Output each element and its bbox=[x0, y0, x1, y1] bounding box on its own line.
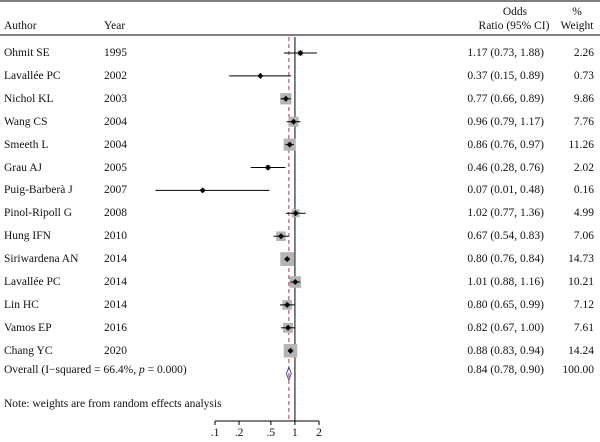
x-tick-label: 2 bbox=[316, 427, 322, 439]
overall-weight: 100.00 bbox=[562, 364, 594, 376]
study-author: Nichol KL bbox=[4, 92, 54, 105]
study-author: Siriwardena AN bbox=[4, 253, 79, 266]
study-author: Smeeth L bbox=[4, 138, 49, 151]
overall-label-prefix: Overall (I−squared = 66.4%, bbox=[4, 364, 139, 376]
point-estimate bbox=[282, 95, 289, 102]
study-ci: 0.88 (0.83, 0.94) bbox=[467, 344, 544, 357]
point-estimate bbox=[292, 210, 299, 217]
study-author: Lin HC bbox=[4, 298, 39, 311]
point-estimate bbox=[290, 118, 297, 125]
study-ci: 0.86 (0.76, 0.97) bbox=[467, 138, 544, 151]
study-author: Lavallée PC bbox=[4, 69, 61, 82]
study-ci: 1.01 (0.88, 1.16) bbox=[467, 276, 544, 288]
study-ci: 0.37 (0.15, 0.89) bbox=[467, 69, 544, 82]
study-ci: 1.02 (0.77, 1.36) bbox=[467, 207, 544, 220]
study-weight: 11.26 bbox=[568, 138, 594, 151]
study-year: 2014 bbox=[104, 253, 127, 266]
header-weight-line2: Weight bbox=[560, 20, 594, 32]
point-estimate bbox=[285, 324, 292, 331]
study-ci: 1.17 (0.73, 1.88) bbox=[467, 47, 544, 59]
study-year: 2014 bbox=[104, 298, 127, 311]
study-year: 2020 bbox=[104, 344, 127, 357]
overall-ci: 0.84 (0.78, 0.90) bbox=[467, 364, 544, 376]
study-ci: 0.82 (0.67, 1.00) bbox=[467, 321, 544, 334]
study-weight: 0.16 bbox=[573, 184, 594, 197]
study-weight: 2.02 bbox=[573, 161, 594, 174]
study-weight: 4.99 bbox=[573, 207, 594, 220]
study-weight: 9.86 bbox=[573, 92, 594, 105]
study-year: 2016 bbox=[104, 321, 127, 334]
study-ci: 0.96 (0.79, 1.17) bbox=[467, 115, 544, 128]
study-year: 2005 bbox=[104, 161, 127, 174]
study-author: Lavallée PC bbox=[4, 276, 61, 288]
overall-label: Overall (I−squared = 66.4%, p = 0.000) bbox=[4, 363, 187, 377]
point-estimate bbox=[286, 141, 293, 148]
point-estimate bbox=[257, 72, 264, 79]
study-weight: 7.61 bbox=[573, 321, 594, 334]
study-year: 2002 bbox=[104, 69, 127, 82]
study-year: 2007 bbox=[104, 184, 127, 197]
study-weight: 14.73 bbox=[568, 253, 594, 266]
study-weight: 7.06 bbox=[573, 230, 594, 243]
header-or-line1: Odds bbox=[502, 6, 528, 18]
header-weight-line1: % bbox=[572, 6, 582, 18]
footnote: Note: weights are from random effects an… bbox=[4, 398, 222, 410]
study-author: Pinol-Ripoll G bbox=[4, 207, 73, 220]
study-author: Grau AJ bbox=[4, 161, 43, 174]
study-weight: 14.24 bbox=[568, 344, 594, 357]
point-estimate bbox=[278, 233, 285, 240]
study-author: Hung IFN bbox=[4, 230, 51, 243]
point-estimate bbox=[287, 347, 294, 354]
study-weight: 10.21 bbox=[568, 276, 594, 288]
x-tick-label: .5 bbox=[267, 427, 276, 439]
study-ci: 0.46 (0.28, 0.76) bbox=[467, 161, 544, 174]
study-year: 1995 bbox=[104, 47, 127, 59]
study-author: Chang YC bbox=[4, 344, 53, 357]
point-estimate bbox=[292, 279, 299, 285]
header-author: Author bbox=[4, 20, 37, 32]
header-year: Year bbox=[104, 20, 126, 32]
overall-diamond bbox=[285, 365, 292, 382]
overall-label-p: p bbox=[138, 364, 145, 376]
study-weight: 7.12 bbox=[573, 298, 594, 311]
point-estimate bbox=[199, 187, 206, 194]
study-year: 2003 bbox=[104, 92, 127, 105]
study-weight: 2.26 bbox=[573, 47, 594, 59]
study-author: Vamos EP bbox=[4, 321, 52, 334]
study-year: 2008 bbox=[104, 207, 127, 220]
study-ci: 0.07 (0.01, 0.48) bbox=[467, 184, 544, 197]
point-estimate bbox=[284, 301, 291, 308]
study-ci: 0.67 (0.54, 0.83) bbox=[467, 230, 544, 243]
x-tick-label: 1 bbox=[292, 427, 298, 439]
x-tick-label: .1 bbox=[211, 427, 220, 439]
study-year: 2010 bbox=[104, 230, 127, 243]
study-ci: 0.80 (0.65, 0.99) bbox=[467, 298, 544, 311]
point-estimate bbox=[297, 50, 304, 56]
study-year: 2004 bbox=[104, 138, 127, 151]
study-author: Wang CS bbox=[4, 115, 48, 128]
x-tick-label: .2 bbox=[235, 427, 244, 439]
study-author: Ohmit SE bbox=[4, 47, 50, 59]
study-author: Puig-Barberà J bbox=[4, 184, 73, 197]
study-ci: 0.80 (0.76, 0.84) bbox=[467, 253, 544, 266]
study-weight: 0.73 bbox=[573, 69, 594, 82]
overall-label-suffix: = 0.000) bbox=[144, 364, 187, 376]
study-year: 2004 bbox=[104, 115, 127, 128]
point-estimate bbox=[284, 256, 291, 263]
study-weight: 7.76 bbox=[573, 115, 594, 128]
study-year: 2014 bbox=[104, 276, 127, 288]
header-or-line2: Ratio (95% CI) bbox=[478, 20, 550, 32]
study-ci: 0.77 (0.66, 0.89) bbox=[467, 92, 544, 105]
point-estimate bbox=[264, 164, 271, 171]
